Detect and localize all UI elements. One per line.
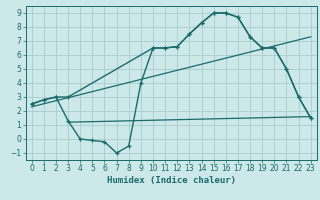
X-axis label: Humidex (Indice chaleur): Humidex (Indice chaleur)	[107, 176, 236, 185]
